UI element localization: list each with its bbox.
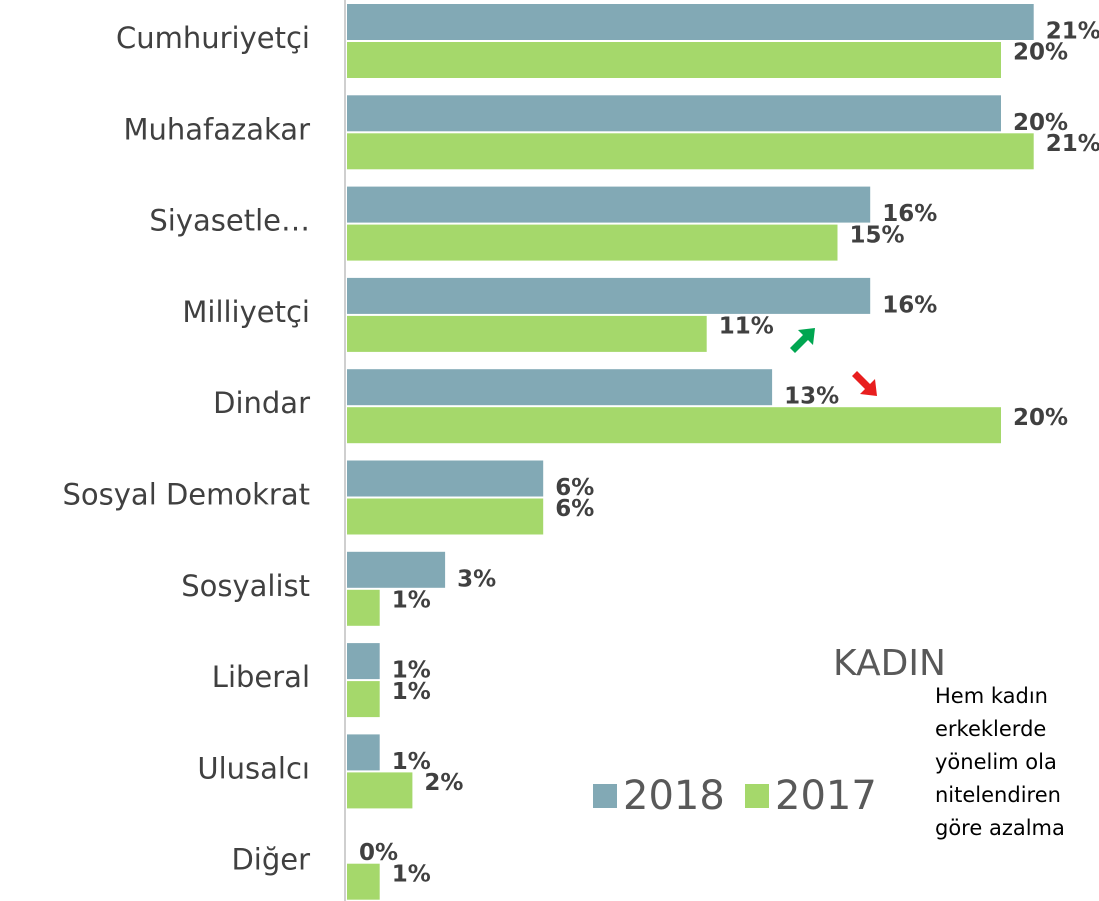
value-label: 20%	[1013, 40, 1068, 66]
bar	[347, 4, 1034, 40]
annotation-text: nitelendiren	[935, 783, 1061, 807]
category-label: Siyasetle…	[149, 204, 310, 238]
bar	[347, 95, 1001, 132]
category-label: Cumhuriyetçi	[116, 21, 310, 55]
value-label: 6%	[555, 496, 594, 522]
legend-label: 2018	[623, 773, 725, 819]
category-label: Sosyal Demokrat	[63, 478, 311, 512]
category-label: Diğer	[231, 843, 310, 877]
bar	[347, 772, 413, 809]
annotation-title: KADIN	[833, 643, 946, 684]
value-label: 21%	[1046, 131, 1099, 157]
category-label: Dindar	[213, 386, 310, 420]
bar	[347, 369, 773, 406]
legend-swatch	[593, 784, 617, 808]
annotation-text: yönelim ola	[935, 750, 1057, 774]
category-label: Milliyetçi	[182, 295, 310, 329]
bar	[347, 460, 544, 497]
value-label: 16%	[882, 201, 937, 227]
value-label: 2%	[424, 770, 463, 796]
value-label: 13%	[784, 384, 839, 410]
legend-swatch	[745, 784, 769, 808]
annotation-text: erkeklerde	[935, 717, 1046, 741]
value-label: 1%	[392, 679, 431, 705]
annotation-text: göre azalma	[935, 816, 1065, 840]
bar	[347, 681, 380, 718]
bar	[347, 133, 1034, 170]
value-label: 6%	[555, 475, 594, 501]
value-label: 1%	[392, 749, 431, 775]
value-label: 3%	[457, 566, 496, 592]
value-label: 11%	[719, 314, 774, 340]
bar	[347, 277, 871, 314]
bar	[347, 643, 380, 680]
category-label: Liberal	[212, 660, 310, 694]
down-arrow-icon	[852, 371, 877, 396]
bar	[347, 224, 838, 261]
value-label: 16%	[882, 292, 937, 318]
bar	[347, 734, 380, 771]
category-label: Sosyalist	[181, 569, 310, 603]
bar	[347, 551, 446, 588]
up-arrow-icon	[790, 328, 815, 353]
legend-label: 2017	[775, 773, 877, 819]
category-label: Ulusalcı	[197, 751, 310, 785]
bar	[347, 42, 1001, 78]
value-label: 0%	[359, 840, 398, 866]
value-label: 20%	[1013, 405, 1068, 431]
value-label: 21%	[1046, 19, 1099, 45]
value-label: 15%	[850, 222, 905, 248]
bar	[347, 186, 871, 223]
value-label: 1%	[392, 658, 431, 684]
annotation-text: Hem kadın	[935, 684, 1048, 708]
bar	[347, 498, 544, 535]
bar	[347, 863, 380, 900]
category-label: Muhafazakar	[123, 112, 310, 146]
bar	[347, 315, 707, 352]
bar	[347, 589, 380, 626]
value-label: 1%	[392, 861, 431, 887]
value-label: 20%	[1013, 110, 1068, 136]
value-label: 1%	[392, 588, 431, 614]
bar	[347, 407, 1001, 444]
